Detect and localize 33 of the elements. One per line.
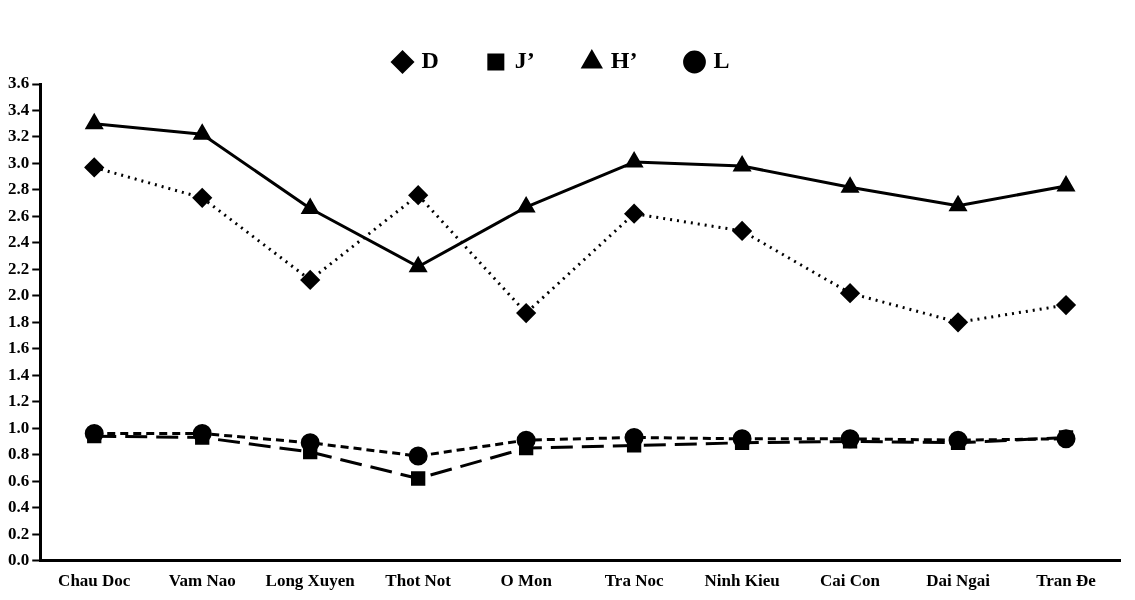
y-tick-label: 0.4: [8, 497, 30, 517]
y-tick-label: 1.0: [8, 417, 30, 437]
x-tick-label: O Mon: [500, 571, 553, 591]
x-tick-label: Thot Not: [385, 571, 452, 591]
y-tick-label: 2.8: [8, 179, 30, 199]
legend-label: H’: [610, 47, 638, 74]
x-tick-label: Tran Đe: [1036, 571, 1097, 591]
x-tick-label: Long Xuyen: [265, 571, 356, 591]
y-tick-label: 0.0: [8, 549, 30, 569]
y-tick-label: 1.4: [8, 364, 30, 384]
y-tick-label: 0.6: [8, 470, 30, 490]
legend-label: L: [713, 47, 730, 74]
x-tick-label: Chau Doc: [58, 571, 131, 591]
y-tick-label: 1.8: [8, 311, 30, 331]
y-tick-label: 1.6: [8, 338, 30, 358]
legend-label: J’: [514, 47, 535, 74]
y-tick-label: 1.2: [8, 391, 30, 411]
x-tick-label: Dai Ngai: [926, 571, 991, 591]
x-tick-label: Tra Noc: [604, 571, 664, 591]
x-tick-label: Vam Nao: [168, 571, 236, 591]
legend-label: D: [421, 47, 439, 74]
x-tick-label: Ninh Kieu: [704, 571, 780, 591]
y-tick-label: 0.2: [8, 523, 30, 543]
y-tick-label: 2.0: [8, 285, 30, 305]
y-tick-label: 3.6: [8, 73, 30, 93]
y-tick-label: 2.2: [8, 258, 30, 278]
y-tick-label: 2.6: [8, 205, 30, 225]
y-tick-label: 3.0: [8, 152, 30, 172]
x-tick-label: Cai Con: [820, 571, 881, 591]
y-tick-label: 3.2: [8, 126, 30, 146]
y-tick-label: 2.4: [8, 232, 30, 252]
y-tick-label: 0.8: [8, 444, 30, 464]
y-tick-label: 3.4: [8, 99, 30, 119]
